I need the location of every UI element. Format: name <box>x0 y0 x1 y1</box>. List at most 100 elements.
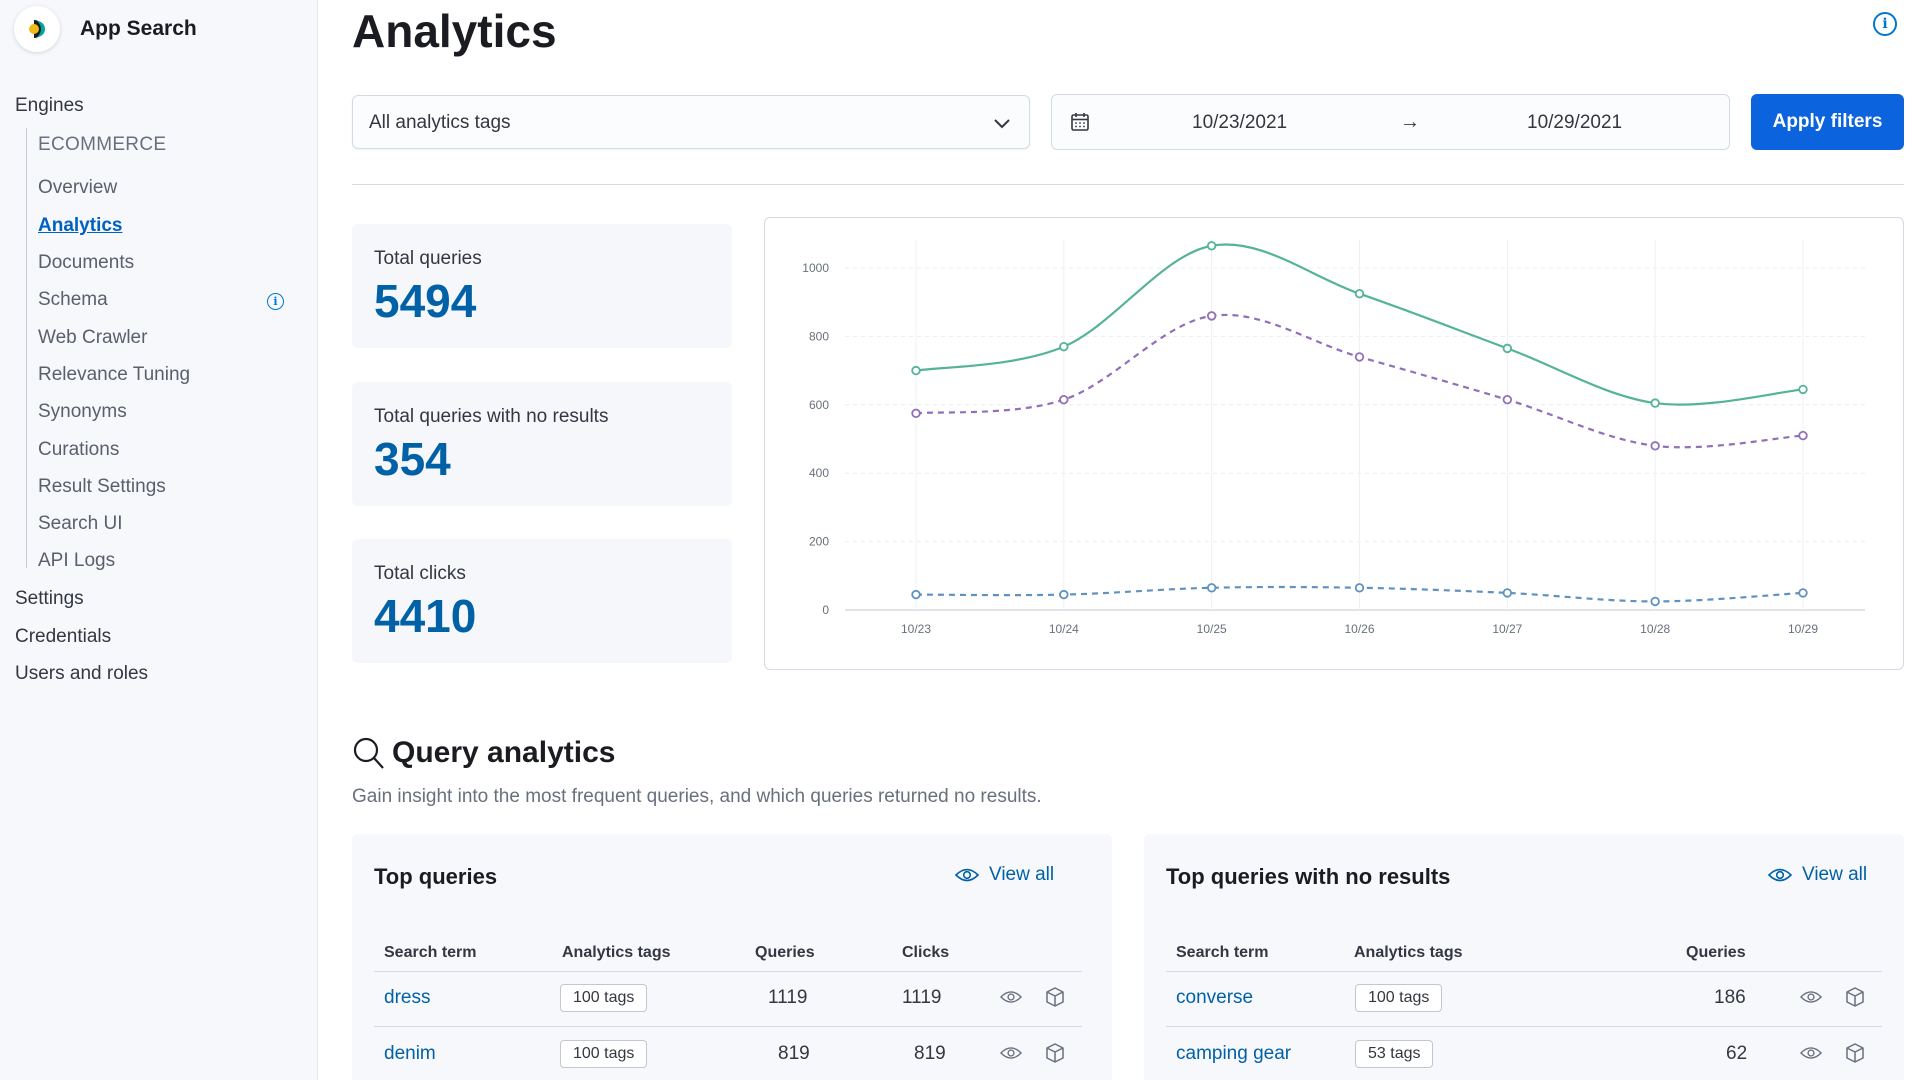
analytics-chart-panel: 0 200 400 600 800 1000 10/23 10/24 10/25 10/26 10/… <box>764 217 1904 670</box>
curate-box-icon[interactable] <box>1844 1042 1866 1064</box>
stat-total-queries: Total queries 5494 <box>352 224 732 348</box>
data-point <box>1650 441 1660 451</box>
nav-analytics[interactable]: Analytics <box>38 215 123 236</box>
table-divider <box>374 1026 1082 1027</box>
data-point <box>1059 589 1069 600</box>
nav-result-settings[interactable]: Result Settings <box>38 476 166 497</box>
eye-icon[interactable] <box>1000 1045 1022 1061</box>
chevron-down-icon <box>994 119 1010 129</box>
queries-count: 62 <box>1726 1043 1748 1064</box>
col-analytics-tags[interactable]: Analytics tags <box>1354 944 1463 961</box>
col-search-term[interactable]: Search term <box>384 944 477 961</box>
nav-credentials[interactable]: Credentials <box>15 626 112 647</box>
date-range-picker: 10/23/2021 → 10/29/2021 <box>1051 94 1730 150</box>
y-tick-label: 400 <box>809 466 829 480</box>
eye-icon <box>955 868 979 882</box>
stat-label: Total clicks <box>374 563 466 584</box>
nav-synonyms[interactable]: Synonyms <box>38 401 127 422</box>
x-tick-label: 10/25 <box>1197 622 1227 636</box>
stat-total-clicks: Total clicks 4410 <box>352 539 732 663</box>
y-tick-label: 200 <box>809 535 829 549</box>
nav-relevance-tuning[interactable]: Relevance Tuning <box>38 364 191 385</box>
magnifier-icon <box>353 737 384 769</box>
data-point <box>1206 311 1217 321</box>
tags-badge[interactable]: 100 tags <box>1355 984 1443 1012</box>
top-queries-panel: Top queries View all Search term Analyti… <box>352 834 1112 1080</box>
col-clicks[interactable]: Clicks <box>902 944 950 961</box>
nav-overview[interactable]: Overview <box>38 177 118 198</box>
y-tick-label: 0 <box>822 603 829 617</box>
calendar-icon[interactable] <box>1070 112 1090 132</box>
engine-name[interactable]: ECOMMERCE <box>38 134 167 155</box>
queries-count: 819 <box>778 1043 810 1064</box>
view-all-label: View all <box>1802 864 1868 885</box>
no-results-view-all[interactable]: View all <box>1768 864 1867 886</box>
x-tick-label: 10/24 <box>1049 622 1079 636</box>
data-point <box>1650 398 1660 408</box>
no-results-title: Top queries with no results <box>1166 864 1451 889</box>
data-point <box>1354 583 1365 593</box>
x-tick-label: 10/28 <box>1640 622 1670 636</box>
y-tick-label: 600 <box>809 398 829 412</box>
end-date[interactable]: 10/29/2021 <box>1527 112 1623 133</box>
x-tick-label: 10/26 <box>1344 622 1374 636</box>
nav-settings[interactable]: Settings <box>15 588 84 609</box>
nav-documents[interactable]: Documents <box>38 252 135 273</box>
col-analytics-tags[interactable]: Analytics tags <box>562 944 671 961</box>
eye-icon[interactable] <box>1800 989 1822 1005</box>
col-queries[interactable]: Queries <box>1686 944 1746 961</box>
app-title: App Search <box>80 17 197 40</box>
eye-icon[interactable] <box>1000 989 1022 1005</box>
y-tick-label: 800 <box>809 329 829 343</box>
data-point <box>1502 394 1513 405</box>
search-term-link[interactable]: converse <box>1176 987 1254 1008</box>
nav-api-logs[interactable]: API Logs <box>38 550 116 571</box>
curate-box-icon[interactable] <box>1044 1042 1066 1064</box>
tags-badge[interactable]: 53 tags <box>1355 1040 1434 1068</box>
x-tick-label: 10/23 <box>901 622 931 636</box>
analytics-tags-value: All analytics tags <box>369 112 511 133</box>
col-search-term[interactable]: Search term <box>1176 944 1269 961</box>
data-point <box>1206 241 1217 251</box>
search-term-link[interactable]: dress <box>384 987 431 1008</box>
top-queries-view-all[interactable]: View all <box>955 864 1054 886</box>
x-tick-label: 10/29 <box>1788 622 1818 636</box>
arrow-right-icon: → <box>1400 111 1420 133</box>
apply-filters-button[interactable]: Apply filters <box>1751 94 1904 150</box>
nav-engines[interactable]: Engines <box>15 95 84 116</box>
eye-icon[interactable] <box>1800 1045 1822 1061</box>
schema-info-icon: i <box>267 293 284 310</box>
data-point <box>1354 288 1365 299</box>
stat-value: 4410 <box>374 590 477 642</box>
search-term-link[interactable]: denim <box>384 1043 436 1064</box>
info-icon[interactable]: i <box>1873 12 1897 36</box>
tags-badge[interactable]: 100 tags <box>560 984 648 1012</box>
curate-box-icon[interactable] <box>1044 986 1066 1008</box>
data-point <box>1798 384 1808 395</box>
engine-subnav: ECOMMERCE Overview Analytics Documents S… <box>26 128 306 571</box>
data-point <box>1502 588 1513 598</box>
curate-box-icon[interactable] <box>1844 986 1866 1008</box>
nav-schema[interactable]: Schema <box>38 289 108 310</box>
page-title: Analytics <box>352 5 557 57</box>
clicks-count: 819 <box>914 1043 946 1064</box>
data-point <box>1798 430 1808 441</box>
data-point <box>1798 588 1808 598</box>
stat-value: 5494 <box>374 275 477 327</box>
nav-web-crawler[interactable]: Web Crawler <box>38 327 148 348</box>
nav-curations[interactable]: Curations <box>38 439 120 460</box>
nav-users-and-roles[interactable]: Users and roles <box>15 663 149 684</box>
start-date[interactable]: 10/23/2021 <box>1192 112 1288 133</box>
query-analytics-title: Query analytics <box>392 736 616 769</box>
queries-count: 186 <box>1714 987 1746 1008</box>
analytics-tags-select[interactable]: All analytics tags <box>352 95 1030 149</box>
data-point <box>1059 341 1069 352</box>
table-divider <box>1166 1026 1882 1027</box>
brand[interactable]: App Search <box>14 6 197 52</box>
nav-search-ui[interactable]: Search UI <box>38 513 123 534</box>
col-queries[interactable]: Queries <box>755 944 815 961</box>
tags-badge[interactable]: 100 tags <box>560 1040 648 1068</box>
query-analytics-heading: Query analytics <box>352 736 615 770</box>
data-point <box>1059 394 1069 405</box>
search-term-link[interactable]: camping gear <box>1176 1043 1292 1064</box>
